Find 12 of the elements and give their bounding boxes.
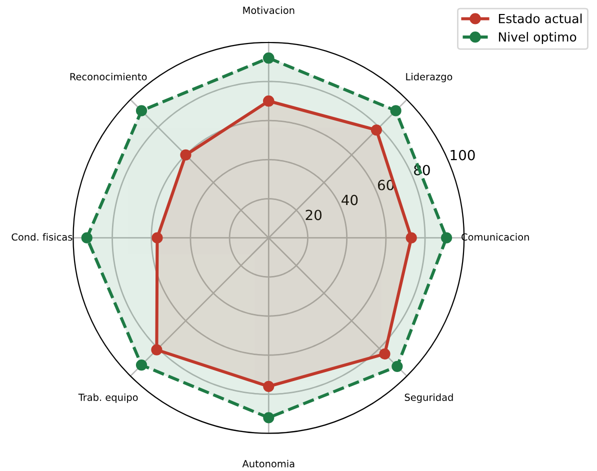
legend-label: Nivel optimo [498,32,576,44]
spoke-label: Liderazgo [406,72,452,82]
spoke-label: Motivacion [243,6,294,14]
spoke-label: Trab. equipo [78,393,138,403]
y-tick-label: 20 [306,210,322,220]
y-tick-label: 40 [342,194,358,206]
spoke-label: Seguridad [404,393,453,403]
spoke-label: Cond. fisicas [12,233,72,241]
y-tick-label: 100 [450,150,475,160]
spoke-label: Autonomia [242,460,294,468]
legend-label: Estado actual [498,14,582,24]
spoke-label: Reconocimiento [70,72,147,80]
